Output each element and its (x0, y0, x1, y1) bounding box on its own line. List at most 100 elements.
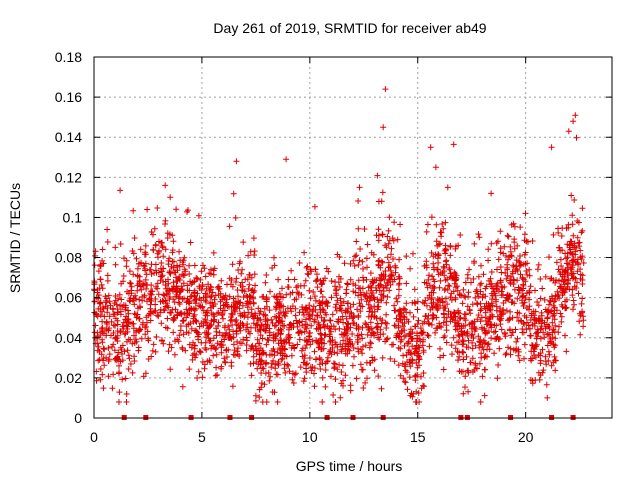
data-point (109, 343, 115, 350)
data-point (137, 246, 144, 253)
data-point (454, 283, 461, 290)
data-point (208, 310, 215, 317)
data-point (337, 305, 344, 312)
data-point (101, 362, 108, 369)
data-point (460, 286, 467, 293)
data-point (226, 223, 233, 230)
data-point (272, 306, 279, 313)
data-point (152, 307, 159, 314)
data-point (333, 301, 340, 308)
data-point (149, 347, 156, 354)
data-point (111, 311, 118, 318)
data-point (180, 280, 187, 287)
data-point (479, 326, 486, 333)
data-point (323, 265, 330, 272)
data-point (476, 234, 483, 241)
data-point (174, 262, 180, 269)
x-tick-label: 10 (302, 429, 318, 445)
data-point (264, 317, 271, 324)
data-point (181, 254, 188, 261)
data-point (247, 300, 254, 307)
data-point (441, 272, 448, 279)
data-point (324, 354, 331, 361)
data-point (178, 287, 184, 294)
data-point (165, 304, 172, 311)
data-point (430, 260, 437, 267)
data-point (384, 254, 391, 261)
data-point (158, 273, 165, 280)
data-point (454, 287, 461, 294)
data-point (378, 272, 385, 279)
data-point (363, 276, 370, 283)
data-point (460, 390, 467, 397)
data-point (288, 308, 295, 315)
data-point (391, 302, 398, 309)
data-point (449, 316, 456, 323)
data-point (304, 321, 311, 328)
data-point (481, 340, 488, 347)
data-point (311, 293, 318, 300)
data-point (471, 260, 478, 266)
data-point (236, 325, 243, 332)
data-point (536, 376, 543, 383)
data-point (190, 313, 197, 320)
data-point (148, 282, 155, 289)
data-point (243, 292, 250, 299)
data-point (357, 361, 364, 368)
data-point (539, 285, 546, 292)
data-point (363, 321, 370, 328)
data-point (350, 257, 357, 264)
data-point (146, 295, 153, 302)
data-point (243, 347, 250, 354)
data-point (436, 323, 443, 330)
data-point (113, 301, 120, 308)
data-point (307, 329, 313, 336)
data-point (563, 348, 570, 355)
data-point (379, 189, 386, 196)
data-point (206, 338, 213, 344)
data-point (576, 318, 583, 325)
data-point (336, 325, 343, 332)
data-point (370, 251, 377, 258)
data-point (264, 336, 271, 343)
data-point (303, 325, 310, 332)
data-point (505, 233, 512, 240)
data-point (358, 296, 365, 303)
data-point (462, 311, 469, 318)
data-point (315, 340, 322, 347)
data-point (421, 263, 428, 269)
data-point (222, 359, 229, 366)
data-point (395, 344, 402, 351)
data-point (254, 365, 261, 372)
data-point (363, 298, 370, 305)
data-point (126, 297, 133, 304)
data-point (301, 359, 308, 366)
data-point (212, 346, 219, 353)
data-point (205, 335, 212, 342)
data-point (190, 318, 197, 325)
data-point (442, 285, 449, 292)
data-point (312, 306, 319, 313)
data-point (233, 317, 240, 323)
data-point (269, 265, 276, 271)
data-point (162, 217, 169, 224)
data-point (143, 323, 150, 330)
data-point (432, 164, 439, 171)
data-point (274, 360, 281, 367)
data-point (284, 361, 291, 368)
data-point (170, 264, 177, 271)
data-point (446, 283, 453, 290)
data-point (317, 330, 324, 337)
data-point (522, 210, 529, 217)
data-point (468, 325, 475, 332)
data-point (178, 309, 185, 316)
data-point (380, 288, 387, 294)
data-point (157, 309, 164, 316)
data-point (414, 352, 421, 359)
data-point (507, 280, 514, 287)
data-point (273, 371, 280, 378)
data-point (359, 303, 366, 310)
data-point (439, 221, 446, 227)
data-point (352, 253, 358, 260)
data-point (221, 355, 228, 362)
